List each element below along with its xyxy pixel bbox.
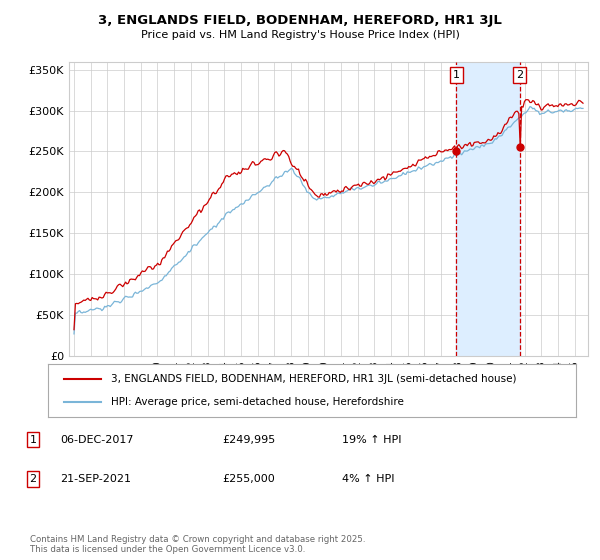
Text: £249,995: £249,995 (222, 435, 275, 445)
Text: Price paid vs. HM Land Registry's House Price Index (HPI): Price paid vs. HM Land Registry's House … (140, 30, 460, 40)
Text: 21-SEP-2021: 21-SEP-2021 (60, 474, 131, 484)
Point (515, 143, 525, 152)
Text: 2: 2 (516, 70, 523, 80)
Text: 3, ENGLANDS FIELD, BODENHAM, HEREFORD, HR1 3JL (semi-detached house): 3, ENGLANDS FIELD, BODENHAM, HEREFORD, H… (112, 374, 517, 384)
Text: 06-DEC-2017: 06-DEC-2017 (60, 435, 133, 445)
Text: 4% ↑ HPI: 4% ↑ HPI (342, 474, 395, 484)
Text: 19% ↑ HPI: 19% ↑ HPI (342, 435, 401, 445)
Text: 1: 1 (453, 70, 460, 80)
Text: 3, ENGLANDS FIELD, BODENHAM, HEREFORD, HR1 3JL: 3, ENGLANDS FIELD, BODENHAM, HEREFORD, H… (98, 14, 502, 27)
Text: Contains HM Land Registry data © Crown copyright and database right 2025.
This d: Contains HM Land Registry data © Crown c… (30, 535, 365, 554)
Point (451, 147, 461, 156)
Text: HPI: Average price, semi-detached house, Herefordshire: HPI: Average price, semi-detached house,… (112, 397, 404, 407)
Text: 2: 2 (29, 474, 37, 484)
Text: £255,000: £255,000 (222, 474, 275, 484)
Text: 1: 1 (29, 435, 37, 445)
Bar (457, 62, 520, 356)
